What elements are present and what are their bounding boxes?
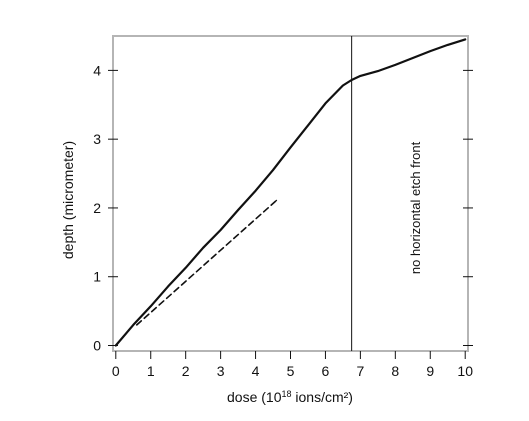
series-0-point-13 — [342, 84, 344, 87]
y-tick-label-1: 1 — [93, 269, 101, 285]
series-0-point-18 — [412, 57, 414, 59]
x-axis-label-suffix: ions/cm²) — [292, 389, 353, 405]
series-0-point-20 — [447, 44, 449, 46]
series-1-point-1 — [275, 199, 278, 201]
x-axis: 0 1 2 3 4 5 6 7 8 9 10 — [112, 351, 473, 379]
series-0-point-17 — [394, 64, 396, 66]
x-axis-label-superscript: 18 — [282, 389, 292, 399]
series-0-point-11 — [307, 124, 309, 127]
x-tick-label-7: 7 — [356, 363, 364, 379]
series-0-point-14 — [351, 79, 353, 81]
x-tick-label-2: 2 — [182, 363, 190, 379]
series-0-point-16 — [377, 70, 379, 72]
series-0-point-2 — [150, 305, 152, 307]
series-0-point-5 — [202, 247, 204, 249]
y-tick-label-0: 0 — [93, 337, 101, 353]
series-0-point-19 — [429, 50, 431, 52]
series-0-point-1 — [132, 324, 134, 326]
series-line-0 — [114, 38, 467, 347]
y-tick-label-2: 2 — [93, 200, 101, 216]
series-0-point-15 — [359, 75, 361, 77]
series-0-point-7 — [237, 209, 239, 211]
x-tick-label-6: 6 — [322, 363, 330, 379]
x-tick-label-9: 9 — [426, 363, 434, 379]
series-0-point-0 — [115, 344, 117, 347]
series-0-point-8 — [254, 190, 257, 192]
series-0-point-6 — [220, 229, 222, 231]
x-tick-label-4: 4 — [252, 363, 260, 379]
series-layer — [114, 36, 467, 351]
series-0-point-21 — [464, 38, 466, 41]
annotation-layer: no horizontal etch front — [408, 141, 423, 274]
x-axis-label-main: dose (10 — [227, 389, 282, 405]
x-tick-label-8: 8 — [391, 363, 399, 379]
x-tick-label-3: 3 — [217, 363, 225, 379]
x-tick-label-1: 1 — [147, 363, 155, 379]
series-0-point-3 — [167, 285, 169, 287]
series-0-point-4 — [185, 267, 187, 269]
y-tick-label-4: 4 — [93, 62, 101, 78]
x-tick-label-5: 5 — [287, 363, 295, 379]
y-axis: 0 1 2 3 4 — [93, 62, 473, 353]
x-tick-label-10: 10 — [457, 363, 473, 379]
series-0-point-10 — [289, 146, 292, 149]
series-1-point-0 — [136, 324, 138, 326]
series-0-point-12 — [324, 102, 327, 105]
y-tick-label-3: 3 — [93, 131, 101, 147]
x-axis-label: dose (1018 ions/cm²) — [227, 389, 353, 405]
x-tick-label-0: 0 — [112, 363, 120, 379]
series-0-point-9 — [272, 169, 274, 171]
series-line-1 — [136, 199, 278, 326]
y-axis-label: depth (micrometer) — [60, 141, 76, 259]
annotation-no-horizontal-etch-front: no horizontal etch front — [408, 141, 423, 274]
